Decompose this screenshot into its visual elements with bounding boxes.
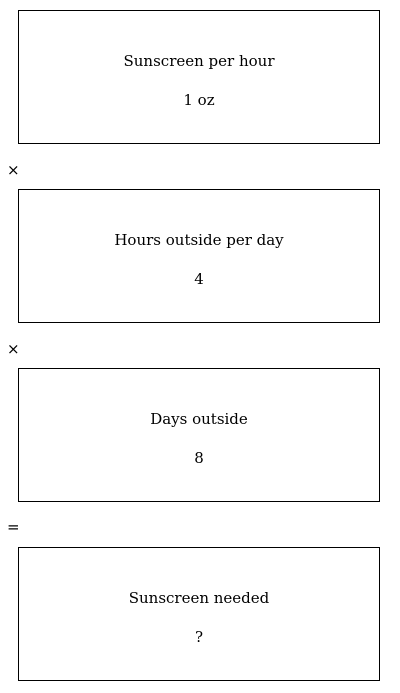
multiply-operator: × bbox=[7, 161, 20, 179]
days-outside-box: Days outside 8 bbox=[18, 368, 380, 502]
equals-operator: = bbox=[7, 518, 20, 536]
sunscreen-needed-label: Sunscreen needed bbox=[128, 589, 270, 607]
hours-outside-per-day-value: 4 bbox=[194, 270, 204, 288]
sunscreen-per-hour-box: Sunscreen per hour 1 oz bbox=[18, 10, 380, 144]
days-outside-label: Days outside bbox=[150, 410, 248, 428]
sunscreen-per-hour-value: 1 oz bbox=[183, 91, 215, 109]
hours-outside-per-day-label: Hours outside per day bbox=[114, 231, 284, 249]
multiply-operator: × bbox=[7, 340, 20, 358]
sunscreen-needed-value: ? bbox=[194, 628, 204, 646]
hours-outside-per-day-box: Hours outside per day 4 bbox=[18, 189, 380, 323]
days-outside-value: 8 bbox=[194, 449, 204, 467]
sunscreen-per-hour-label: Sunscreen per hour bbox=[123, 52, 275, 70]
sunscreen-needed-box: Sunscreen needed ? bbox=[18, 547, 380, 681]
